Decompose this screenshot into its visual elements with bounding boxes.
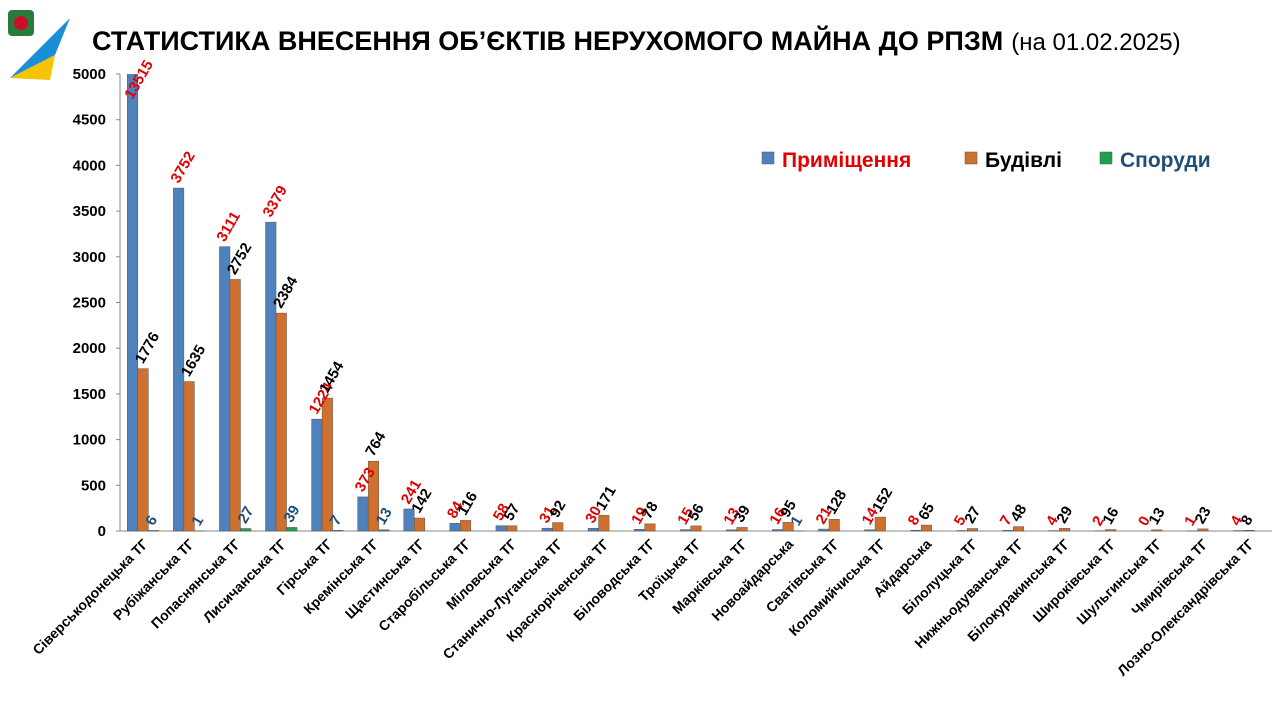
bar	[333, 530, 344, 531]
bar	[148, 530, 159, 531]
bar	[276, 313, 287, 531]
chart-title: СТАТИСТИКА ВНЕСЕННЯ ОБ’ЄКТІВ НЕРУХОМОГО …	[92, 25, 1181, 56]
y-tick-label: 3000	[73, 249, 106, 266]
bar	[240, 529, 251, 531]
title: СТАТИСТИКА ВНЕСЕННЯ ОБ’ЄКТІВ НЕРУХОМОГО …	[92, 25, 1003, 56]
y-tick-label: 5000	[73, 66, 106, 83]
bar	[414, 518, 425, 531]
data-label: 764	[362, 428, 390, 459]
data-label: 3111	[213, 209, 244, 245]
bar	[911, 530, 922, 531]
bar	[634, 529, 645, 531]
bar	[818, 529, 829, 531]
x-tick-label: Щастинська ТГ	[342, 536, 428, 622]
legend-swatch	[1100, 152, 1112, 164]
x-tick-label: Новоайдарська	[708, 536, 796, 624]
y-tick-label: 2000	[73, 340, 106, 357]
bar	[921, 525, 932, 531]
bar	[266, 222, 277, 531]
bar	[645, 524, 656, 531]
legend-label: Споруди	[1120, 149, 1211, 172]
subtitle: (на 01.02.2025)	[1011, 29, 1180, 56]
bar	[184, 382, 195, 531]
bar	[404, 509, 415, 531]
bar	[138, 369, 149, 531]
bar	[1198, 529, 1209, 531]
y-tick-label: 1500	[73, 386, 106, 403]
bar	[496, 526, 507, 531]
bar	[553, 523, 564, 531]
bar	[219, 247, 230, 531]
bar	[726, 530, 737, 531]
bar	[865, 530, 876, 531]
legend-label: Будівлі	[985, 149, 1062, 172]
legend-swatch	[965, 152, 977, 164]
logo	[8, 10, 70, 80]
bar	[1105, 530, 1116, 531]
bar	[967, 529, 978, 531]
y-tick-label: 2500	[73, 295, 106, 312]
legend-label: Приміщення	[782, 149, 911, 172]
data-label: 1454	[316, 358, 348, 396]
y-tick-label: 500	[81, 477, 106, 494]
y-tick-label: 0	[98, 523, 106, 540]
bar	[680, 530, 691, 531]
y-tick-label: 4500	[73, 112, 106, 129]
bar	[737, 527, 748, 531]
data-label: 3379	[260, 183, 291, 220]
bar	[450, 523, 461, 531]
x-tick-label: Широківська ТГ	[1029, 536, 1118, 625]
data-label: 3752	[167, 149, 198, 186]
bar	[322, 398, 333, 531]
bar	[460, 520, 471, 531]
bar	[1013, 527, 1024, 531]
x-tick-label: Лисичанська ТГ	[200, 536, 290, 626]
x-tick-label: Рубіжанська ТГ	[110, 536, 197, 623]
bar	[173, 188, 184, 531]
bar	[312, 419, 323, 531]
bar	[1152, 530, 1163, 531]
x-tick-label: Біловодська ТГ	[570, 536, 658, 624]
bar	[1244, 530, 1255, 531]
bar	[542, 528, 553, 531]
y-tick-label: 1000	[73, 432, 106, 449]
bar	[1003, 530, 1014, 531]
bar	[287, 527, 298, 531]
data-label: 13515	[121, 57, 157, 102]
x-tick-label: Шульгинська ТГ	[1073, 536, 1165, 628]
bar	[230, 279, 241, 531]
bar	[1059, 528, 1070, 531]
bar	[506, 526, 517, 531]
y-tick-label: 3500	[73, 203, 106, 220]
bar	[588, 528, 599, 531]
bar	[358, 497, 369, 531]
bar	[691, 526, 702, 531]
y-tick-label: 4000	[73, 157, 106, 174]
bar	[379, 530, 390, 531]
legend-swatch	[762, 152, 774, 164]
bar	[772, 530, 783, 531]
